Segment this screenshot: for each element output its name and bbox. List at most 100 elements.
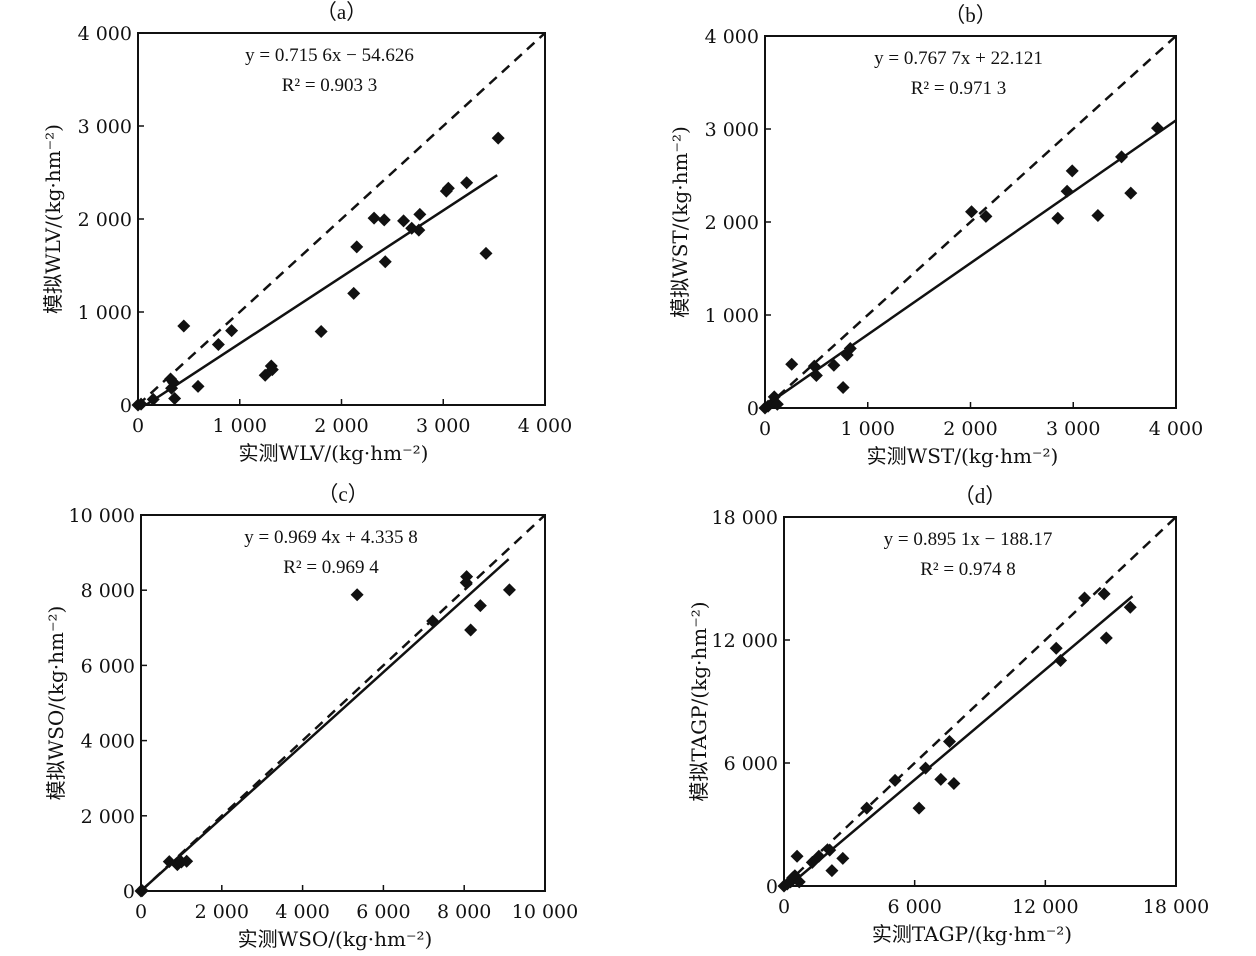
one-to-one-line (783, 516, 1177, 887)
data-point (919, 761, 933, 775)
data-point (943, 734, 957, 748)
x-tick-label: 0 (778, 896, 790, 918)
panel-c: （c） y = 0.969 4x + 4.335 8 R² = 0.969 4 … (44, 482, 578, 951)
x-tick-label: 18 000 (1143, 896, 1209, 918)
data-point (912, 801, 926, 815)
data-point (1060, 184, 1074, 198)
data-point (412, 223, 426, 237)
y-tick-label: 0 (120, 395, 132, 417)
data-point (168, 391, 182, 405)
data-point (807, 359, 821, 373)
y-axis-label: 模拟WST/(kg·hm⁻²) (668, 126, 692, 318)
x-tick-label: 0 (132, 415, 144, 437)
data-point (350, 240, 364, 254)
data-point (180, 854, 194, 868)
data-point (1124, 186, 1138, 200)
regression-equation: y = 0.895 1x − 188.17 (884, 529, 1053, 550)
y-tick-label: 2 000 (81, 806, 135, 828)
data-point (790, 849, 804, 863)
one-to-one-line (137, 32, 546, 406)
data-point (464, 623, 478, 637)
plot-frame (140, 514, 546, 892)
data-point (1049, 641, 1063, 655)
data-point (809, 368, 823, 382)
y-axis-label: 模拟WLV/(kg·hm⁻²) (41, 124, 65, 314)
x-axis-label: 实测WSO/(kg·hm⁻²) (238, 927, 433, 951)
data-point (860, 801, 874, 815)
data-point (367, 211, 381, 225)
y-tick-label: 0 (123, 881, 135, 903)
data-point (479, 246, 493, 260)
data-point (146, 392, 160, 406)
r-squared: R² = 0.971 3 (911, 78, 1007, 99)
y-tick-label: 1 000 (705, 305, 759, 327)
data-point (460, 176, 474, 190)
y-tick-label: 1 000 (78, 302, 132, 324)
x-tick-label: 4 000 (518, 415, 572, 437)
x-axis-label: 实测WLV/(kg·hm⁻²) (239, 441, 429, 465)
data-point (491, 131, 505, 145)
y-tick-label: 0 (766, 876, 778, 898)
regression-equation: y = 0.767 7x + 22.121 (874, 48, 1043, 69)
data-point (134, 397, 148, 411)
data-point (502, 583, 516, 597)
y-tick-label: 4 000 (705, 26, 759, 48)
y-tick-label: 3 000 (78, 116, 132, 138)
data-point (167, 376, 181, 390)
data-point (1091, 208, 1105, 222)
r-squared: R² = 0.974 8 (920, 559, 1016, 580)
data-point (947, 777, 961, 790)
data-point (473, 599, 487, 613)
data-point (211, 338, 225, 352)
data-point (1078, 591, 1092, 605)
y-tick-label: 3 000 (705, 119, 759, 141)
data-point (1054, 654, 1068, 667)
regression-line (764, 119, 1177, 407)
x-tick-label: 10 000 (512, 901, 578, 923)
data-point (1151, 121, 1165, 135)
regression-line (140, 558, 510, 892)
data-point (350, 588, 364, 602)
data-point (827, 358, 841, 372)
data-point (1099, 631, 1113, 645)
data-point (785, 357, 799, 371)
x-tick-label: 3 000 (1046, 418, 1100, 440)
one-to-one-line (764, 35, 1177, 409)
data-point (397, 214, 411, 228)
y-tick-label: 10 000 (69, 505, 135, 527)
y-tick-label: 4 000 (78, 23, 132, 45)
y-axis-label: 模拟WSO/(kg·hm⁻²) (44, 606, 68, 801)
x-tick-label: 6 000 (356, 901, 410, 923)
data-point (378, 255, 392, 269)
data-point (825, 864, 839, 878)
panel-b: （b） y = 0.767 7x + 22.121 R² = 0.971 3 实… (668, 3, 1203, 468)
x-tick-label: 6 000 (887, 896, 941, 918)
data-point (1097, 587, 1111, 601)
data-point (441, 181, 455, 195)
y-tick-label: 0 (747, 398, 759, 420)
panel-title: （a） (316, 0, 367, 24)
data-point (1115, 150, 1129, 164)
data-point (177, 319, 191, 333)
panel-title: （b） (944, 3, 997, 27)
data-point (265, 363, 279, 377)
x-tick-label: 1 000 (841, 418, 895, 440)
data-point (979, 209, 993, 223)
regression-equation: y = 0.715 6x − 54.626 (245, 45, 414, 66)
x-tick-label: 0 (759, 418, 771, 440)
data-point (1123, 600, 1137, 614)
data-point (843, 341, 857, 355)
data-point (823, 843, 837, 857)
data-point (191, 379, 205, 393)
data-point (792, 875, 806, 889)
y-tick-label: 12 000 (712, 630, 778, 652)
plot-frame (783, 516, 1177, 887)
x-tick-label: 8 000 (437, 901, 491, 923)
data-point (888, 773, 902, 787)
data-point (225, 324, 239, 338)
data-point (770, 397, 784, 411)
data-point (426, 614, 440, 628)
data-point (934, 772, 948, 786)
x-tick-label: 1 000 (213, 415, 267, 437)
